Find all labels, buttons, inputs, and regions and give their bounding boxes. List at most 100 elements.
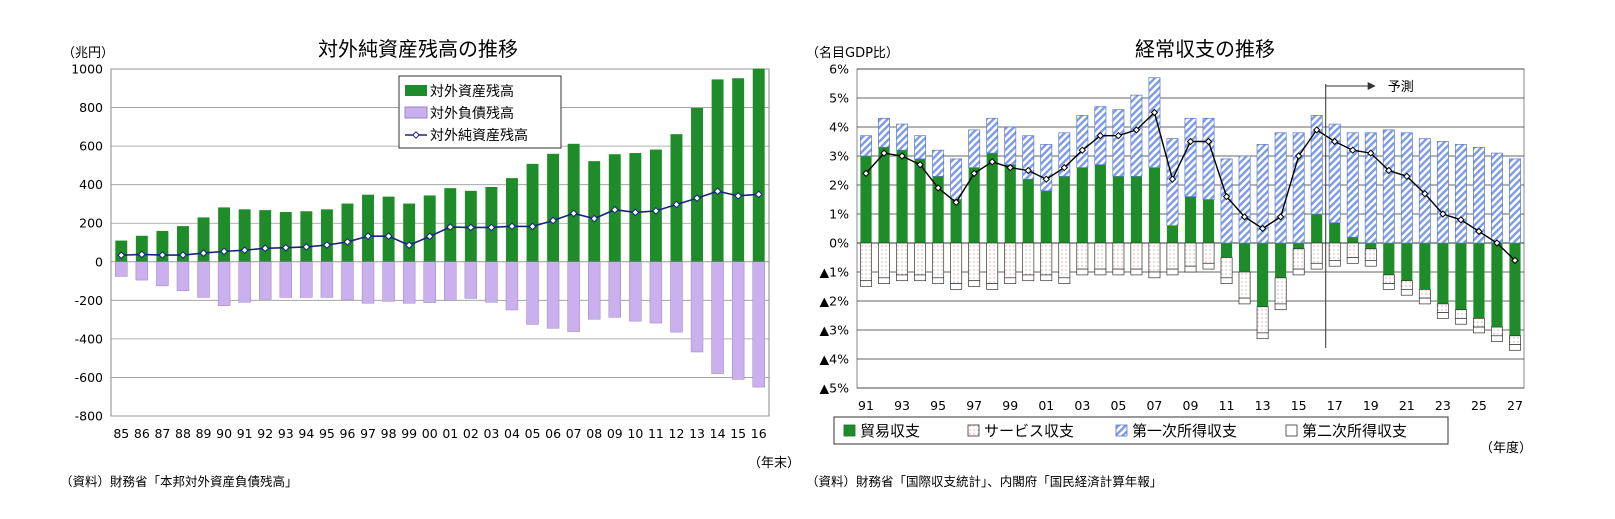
bar-primary-income — [860, 135, 872, 157]
x-tick-label: 93 — [894, 398, 910, 413]
bar-liabilities — [217, 261, 231, 306]
bar-primary-income — [1040, 144, 1053, 192]
bar-services-balance — [1382, 274, 1395, 284]
marker-net-assets — [364, 232, 372, 241]
bar-secondary-income — [1058, 277, 1071, 284]
y-tick-label: 1000 — [71, 62, 103, 77]
y-tick-label: 400 — [79, 177, 103, 192]
marker-net-assets — [569, 209, 578, 218]
x-tick-label: 00 — [422, 426, 438, 441]
bar-secondary-income — [1310, 262, 1323, 270]
bar-trade-balance — [1455, 243, 1467, 310]
marker-current-account — [1385, 166, 1393, 175]
legend-swatch-net-marker — [412, 131, 420, 139]
y-tick-label: 1% — [829, 207, 849, 222]
legend-swatch-secondary-income — [1285, 424, 1298, 437]
bar-services-balance — [932, 242, 945, 279]
bar-primary-income — [1382, 129, 1395, 244]
bar-secondary-income — [1472, 326, 1485, 334]
bar-assets — [711, 79, 724, 262]
y-tick-label: 4% — [829, 120, 849, 135]
marker-current-account — [1096, 131, 1105, 140]
x-tick-label: 14 — [710, 426, 726, 441]
marker-current-account — [1024, 166, 1032, 175]
bar-secondary-income — [1094, 268, 1107, 276]
bar-services-balance — [1310, 242, 1323, 264]
bar-trade-balance — [1437, 243, 1449, 304]
x-tick-label: 88 — [175, 426, 191, 441]
bar-primary-income — [1274, 132, 1287, 244]
x-tick-label: 94 — [298, 426, 314, 441]
bar-primary-income — [986, 117, 999, 154]
marker-net-assets — [384, 232, 393, 241]
bar-primary-income — [1256, 144, 1269, 244]
x-tick-label: 91 — [237, 426, 253, 441]
x-tick-label: 16 — [751, 426, 767, 441]
bar-trade-balance — [1293, 243, 1305, 249]
bar-trade-balance — [1130, 176, 1143, 243]
net-external-assets-chart: 対外純資産残高の推移 （兆円） （年末） （資料）財務省「本邦対外資産負債残高」… — [0, 0, 800, 519]
bar-trade-balance — [932, 176, 944, 243]
y-unit-label: （名目GDP比） — [806, 46, 899, 61]
bar-assets — [238, 209, 251, 262]
bar-liabilities — [464, 261, 478, 299]
legend-swatch-primary-income — [1115, 424, 1128, 437]
x-tick-label: 11 — [1219, 398, 1235, 413]
bar-trade-balance — [1166, 225, 1179, 243]
bar-primary-income — [1058, 132, 1071, 177]
bar-liabilities — [731, 261, 745, 380]
x-tick-label: 17 — [1327, 398, 1343, 413]
x-tick-label: 92 — [257, 426, 273, 441]
y-tick-label: 6% — [829, 62, 849, 77]
bar-liabilities — [588, 261, 601, 320]
x-tick-label: 10 — [627, 426, 643, 441]
bar-secondary-income — [1292, 268, 1305, 276]
marker-net-assets — [158, 251, 167, 259]
bar-liabilities — [259, 261, 272, 300]
x-tick-label: 95 — [319, 426, 335, 441]
x-tick-label: 03 — [1074, 398, 1090, 413]
marker-net-assets — [693, 194, 701, 203]
y-tick-label: 200 — [79, 216, 103, 231]
bar-services-balance — [878, 242, 890, 279]
bar-services-balance — [1400, 280, 1413, 290]
x-tick-label: 01 — [442, 426, 458, 441]
bar-trade-balance — [1094, 164, 1106, 243]
bar-liabilities — [382, 261, 395, 302]
legend-label: 第一次所得収支 — [1132, 422, 1237, 440]
marker-current-account — [1312, 126, 1321, 134]
marker-current-account — [1204, 137, 1213, 146]
marker-net-assets — [137, 250, 146, 259]
bar-trade-balance — [1365, 243, 1377, 249]
legend: 貿易収支 サービス収支 第一次所得収支 第二次所得収支 — [833, 416, 1449, 445]
bar-services-balance — [968, 242, 981, 282]
bar-primary-income — [1112, 109, 1125, 177]
y-unit-label: （兆円） — [62, 46, 115, 61]
bar-services-balance — [1238, 271, 1251, 299]
bar-primary-income — [878, 117, 890, 148]
x-tick-label: 05 — [1110, 398, 1126, 413]
bar-assets — [588, 161, 601, 262]
bar-services-balance — [1166, 242, 1179, 270]
marker-current-account — [1349, 146, 1357, 154]
x-tick-label: 09 — [1183, 398, 1199, 413]
bar-primary-income — [896, 123, 909, 151]
y-tick-label: 0 — [95, 254, 103, 269]
bar-assets — [732, 78, 745, 262]
bar-secondary-income — [1346, 257, 1359, 264]
y-tick-label: ▲1% — [820, 265, 850, 280]
x-tick-label: 99 — [401, 426, 417, 441]
x-tick-label: 93 — [278, 426, 294, 441]
bar-liabilities — [629, 261, 642, 322]
bar-services-balance — [1022, 242, 1035, 276]
bar-trade-balance — [1004, 164, 1016, 243]
x-tick-label: 96 — [340, 426, 356, 441]
y-tick-label: 2% — [829, 178, 849, 193]
bar-secondary-income — [1436, 312, 1449, 319]
bar-trade-balance — [950, 199, 962, 243]
marker-current-account — [1240, 213, 1249, 221]
x-tick-label: 27 — [1507, 398, 1523, 413]
bar-secondary-income — [860, 280, 872, 287]
